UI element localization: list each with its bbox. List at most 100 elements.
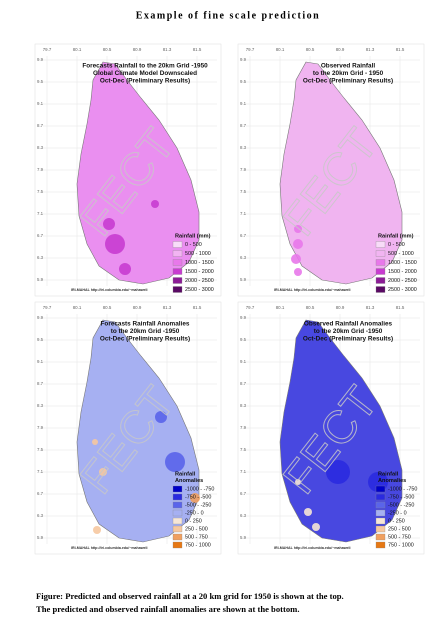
legend-swatch bbox=[172, 501, 183, 509]
legend-label: 0 - 500 bbox=[185, 242, 202, 248]
legend-title: Anomalies bbox=[378, 478, 406, 484]
x-axis-label: 79.7 bbox=[246, 47, 255, 52]
y-axis-label: 6.3 bbox=[37, 513, 44, 518]
x-axis-label: 80.5 bbox=[306, 47, 315, 52]
map-title: Observed Rainfall bbox=[321, 63, 376, 70]
y-axis-label: 7.9 bbox=[240, 167, 247, 172]
x-axis-label: 79.7 bbox=[43, 305, 52, 310]
y-axis-label: 9.1 bbox=[37, 359, 44, 364]
legend-label: -750 - -500 bbox=[185, 494, 211, 500]
y-axis-label: 7.1 bbox=[37, 211, 44, 216]
y-axis-label: 6.7 bbox=[37, 491, 44, 496]
map-panel: 79.7 80.1 80.5 80.9 81.3 81.5 9.9 9.5 9.1 8.7 8.3 7… bbox=[34, 301, 222, 555]
legend-label: 2000 - 2500 bbox=[388, 278, 417, 284]
y-axis-label: 7.1 bbox=[240, 211, 247, 216]
y-axis-label: 9.5 bbox=[240, 79, 247, 84]
legend-swatch bbox=[172, 250, 183, 257]
y-axis-label: 7.5 bbox=[240, 447, 247, 452]
rainfall-patch bbox=[155, 411, 167, 423]
legend-title: Anomalies bbox=[175, 478, 203, 484]
y-axis-label: 5.9 bbox=[37, 277, 44, 282]
x-axis-label: 81.3 bbox=[163, 305, 172, 310]
y-axis-label: 6.3 bbox=[240, 255, 247, 260]
legend-label: 2500 - 3000 bbox=[388, 287, 417, 293]
legend-label: 750 - 1000 bbox=[388, 542, 414, 548]
page-title: Example of fine scale prediction bbox=[136, 10, 320, 21]
legend-swatch bbox=[375, 509, 386, 517]
y-axis-label: 7.1 bbox=[240, 469, 247, 474]
y-axis-label: 7.9 bbox=[37, 167, 44, 172]
legend-label: 250 - 500 bbox=[185, 526, 208, 532]
legend-swatch bbox=[375, 485, 386, 493]
legend-label: 750 - 1000 bbox=[185, 542, 211, 548]
x-axis-label: 80.1 bbox=[276, 47, 285, 52]
rainfall-patch bbox=[119, 263, 131, 275]
map-title: to the 20km Grid -1950 bbox=[111, 328, 180, 335]
rainfall-patch bbox=[294, 225, 302, 233]
legend-label: 500 - 1000 bbox=[388, 251, 414, 257]
legend-swatch bbox=[375, 493, 386, 501]
rainfall-patch bbox=[294, 268, 302, 276]
legend-label: -250 - 0 bbox=[185, 510, 204, 516]
legend-label: 500 - 750 bbox=[388, 534, 411, 540]
x-axis-label: 80.9 bbox=[133, 47, 142, 52]
y-axis-label: 8.3 bbox=[240, 403, 247, 408]
y-axis-label: 9.9 bbox=[240, 315, 247, 320]
legend-swatch bbox=[375, 241, 386, 248]
rainfall-patch bbox=[165, 452, 185, 472]
map-title: to the 20km Grid -1950 bbox=[314, 328, 383, 335]
legend-label: -250 - 0 bbox=[388, 510, 407, 516]
y-axis-label: 8.3 bbox=[37, 403, 44, 408]
legend-label: 0 - 250 bbox=[388, 518, 405, 524]
legend-swatch bbox=[172, 525, 183, 533]
map-title: Forecasts Rainfall Anomalies bbox=[101, 321, 190, 328]
legend-swatch bbox=[172, 485, 183, 493]
legend-swatch bbox=[172, 533, 183, 541]
legend-title: Rainfall (mm) bbox=[378, 233, 414, 239]
y-axis-label: 7.5 bbox=[240, 189, 247, 194]
map-panel: 79.7 80.1 80.5 80.9 81.3 81.5 9.9 9.5 9.1 8.7 8.3 7… bbox=[237, 301, 425, 555]
rainfall-patch bbox=[295, 479, 301, 485]
y-axis-label: 6.3 bbox=[240, 513, 247, 518]
rainfall-patch bbox=[312, 523, 320, 531]
y-axis-label: 6.7 bbox=[240, 233, 247, 238]
legend-swatch bbox=[172, 541, 183, 549]
map-panel: 79.7 80.1 80.5 80.9 81.3 81.5 9.9 9.5 9.1 8.7 8.3 7… bbox=[34, 43, 222, 297]
y-axis-label: 7.5 bbox=[37, 189, 44, 194]
legend-swatch bbox=[375, 286, 386, 293]
x-axis-label: 81.3 bbox=[366, 47, 375, 52]
rainfall-patch bbox=[105, 234, 125, 254]
legend-label: -750 - -500 bbox=[388, 494, 414, 500]
y-axis-label: 9.5 bbox=[37, 337, 44, 342]
legend-label: 250 - 500 bbox=[388, 526, 411, 532]
legend-swatch bbox=[375, 250, 386, 257]
legend-swatch bbox=[172, 517, 183, 525]
map-title: Observed Rainfall Anomalies bbox=[304, 321, 393, 328]
x-axis-label: 80.1 bbox=[73, 305, 82, 310]
legend-swatch bbox=[172, 509, 183, 517]
x-axis-label: 80.5 bbox=[103, 305, 112, 310]
y-axis-label: 5.9 bbox=[37, 535, 44, 540]
y-axis-label: 8.7 bbox=[37, 123, 44, 128]
y-axis-label: 7.1 bbox=[37, 469, 44, 474]
rainfall-patch bbox=[103, 218, 115, 230]
island-shape bbox=[279, 61, 403, 285]
x-axis-label: 81.5 bbox=[193, 47, 202, 52]
rainfall-patch bbox=[92, 439, 98, 445]
legend-swatch bbox=[375, 268, 386, 275]
legend-swatch bbox=[172, 241, 183, 248]
map-credit: IRI-MAHAL http://iri.columbia.edu/~mahaw… bbox=[274, 546, 351, 550]
legend-swatch bbox=[375, 259, 386, 266]
rainfall-patch bbox=[190, 493, 200, 503]
legend-swatch bbox=[172, 286, 183, 293]
rainfall-patch bbox=[291, 254, 301, 264]
y-axis-label: 8.7 bbox=[240, 381, 247, 386]
legend-title: Rainfall (mm) bbox=[175, 233, 211, 239]
legend-swatch bbox=[375, 277, 386, 284]
rainfall-patch bbox=[304, 508, 312, 516]
legend-label: 1000 - 1500 bbox=[185, 260, 214, 266]
map-title: Forecasts Rainfall to the 20km Grid -195… bbox=[82, 63, 208, 70]
caption-line: Figure: Predicted and observed rainfall … bbox=[36, 591, 344, 601]
rainfall-patch bbox=[93, 526, 101, 534]
